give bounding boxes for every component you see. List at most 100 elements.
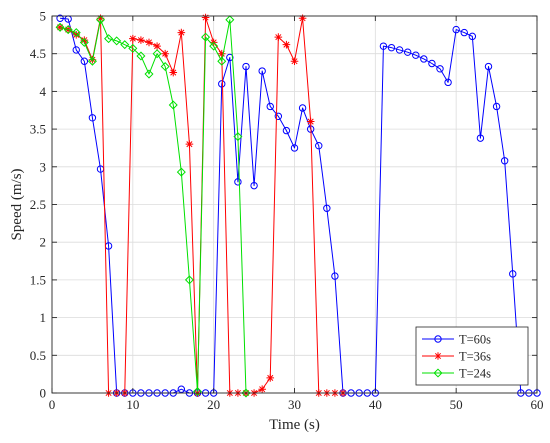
x-tick-label: 50 — [450, 397, 463, 412]
data-point — [387, 43, 396, 52]
data-point — [331, 272, 339, 280]
y-tick-label: 1.5 — [30, 272, 46, 287]
tick-labels: 0 10 20 30 40 50 60 0 0.5 1 1.5 2 2.5 3 3.5 4 4.5 5 — [30, 9, 544, 413]
y-tick-label: 4 — [40, 84, 47, 99]
data-point — [137, 36, 145, 44]
data-point — [161, 49, 169, 58]
legend-label: T=36s — [459, 350, 491, 364]
data-point — [234, 178, 242, 186]
data-point — [298, 104, 307, 112]
data-point — [420, 55, 428, 63]
legend-label: T=60s — [459, 333, 491, 347]
legend-entry: T=36s — [422, 350, 491, 364]
data-point — [395, 46, 404, 54]
y-axis-title: Speed (m/s) — [9, 168, 25, 240]
data-point — [290, 144, 299, 152]
data-point — [136, 51, 146, 61]
y-tick-label: 2.5 — [30, 197, 46, 212]
legend-marker — [434, 335, 442, 343]
data-point — [258, 385, 266, 394]
data-point — [129, 34, 137, 43]
data-point — [185, 140, 194, 148]
legend-entry: T=24s — [422, 367, 491, 381]
legend: T=60s T=36s T=24s — [415, 326, 529, 386]
x-tick-label: 0 — [49, 397, 56, 412]
data-point — [323, 204, 331, 212]
data-point — [298, 14, 307, 23]
y-tick-label: 2 — [40, 235, 47, 250]
data-point — [96, 14, 105, 23]
data-point — [242, 62, 250, 71]
data-point — [468, 32, 477, 41]
data-point — [282, 40, 291, 49]
y-tick-label: 1 — [40, 310, 47, 325]
data-point — [403, 48, 412, 56]
data-point — [112, 36, 122, 46]
data-point — [88, 114, 97, 122]
y-tick-label: 0 — [40, 386, 47, 401]
x-tick-label: 20 — [207, 397, 220, 412]
legend-label: T=24s — [459, 367, 491, 381]
data-point — [152, 49, 162, 59]
data-point — [168, 100, 178, 110]
data-point — [258, 67, 266, 75]
data-point — [153, 42, 161, 50]
legend-marker — [434, 352, 442, 360]
data-point — [63, 25, 73, 35]
data-point — [460, 28, 468, 37]
data-point — [87, 56, 97, 66]
y-tick-label: 5 — [40, 9, 47, 24]
data-point — [217, 56, 227, 66]
legend-marker — [433, 368, 443, 378]
data-point — [201, 32, 211, 42]
data-point — [282, 126, 291, 135]
data-point — [218, 80, 226, 88]
data-point — [452, 25, 460, 34]
data-point — [209, 41, 219, 51]
data-point — [379, 42, 388, 50]
data-point — [226, 53, 234, 62]
data-point — [412, 51, 420, 59]
data-point — [160, 62, 170, 72]
data-point — [500, 157, 509, 165]
data-point — [80, 36, 89, 44]
data-point — [95, 15, 106, 25]
x-tick-label: 40 — [369, 397, 382, 412]
data-point — [290, 57, 299, 66]
y-tick-label: 3.5 — [30, 122, 46, 137]
data-point — [104, 34, 114, 44]
data-point — [176, 167, 186, 177]
data-point — [71, 28, 81, 38]
axis-ticks — [51, 15, 538, 394]
data-point — [128, 43, 138, 53]
data-point — [509, 270, 517, 278]
y-tick-label: 3 — [40, 159, 47, 174]
x-tick-label: 30 — [288, 397, 301, 412]
data-point — [177, 385, 186, 393]
data-point — [241, 388, 251, 398]
data-point — [120, 40, 130, 50]
data-point — [266, 374, 275, 382]
data-point — [184, 275, 194, 285]
data-point — [315, 141, 323, 150]
data-point — [80, 57, 89, 65]
data-point — [56, 14, 64, 22]
y-tick-label: 0.5 — [30, 348, 46, 363]
series-T=24s — [55, 15, 251, 398]
data-point — [266, 102, 274, 111]
data-point — [250, 181, 258, 190]
data-point — [144, 69, 154, 79]
data-point — [145, 38, 153, 47]
data-point — [444, 78, 452, 87]
data-point — [177, 28, 186, 37]
x-tick-label: 10 — [126, 397, 139, 412]
data-point — [274, 33, 283, 41]
data-point — [233, 132, 243, 142]
data-point — [72, 46, 80, 54]
data-point — [169, 68, 178, 77]
data-point — [192, 386, 203, 396]
x-axis-title: Time (s) — [269, 417, 320, 433]
data-point — [306, 117, 315, 126]
data-point — [492, 102, 501, 111]
